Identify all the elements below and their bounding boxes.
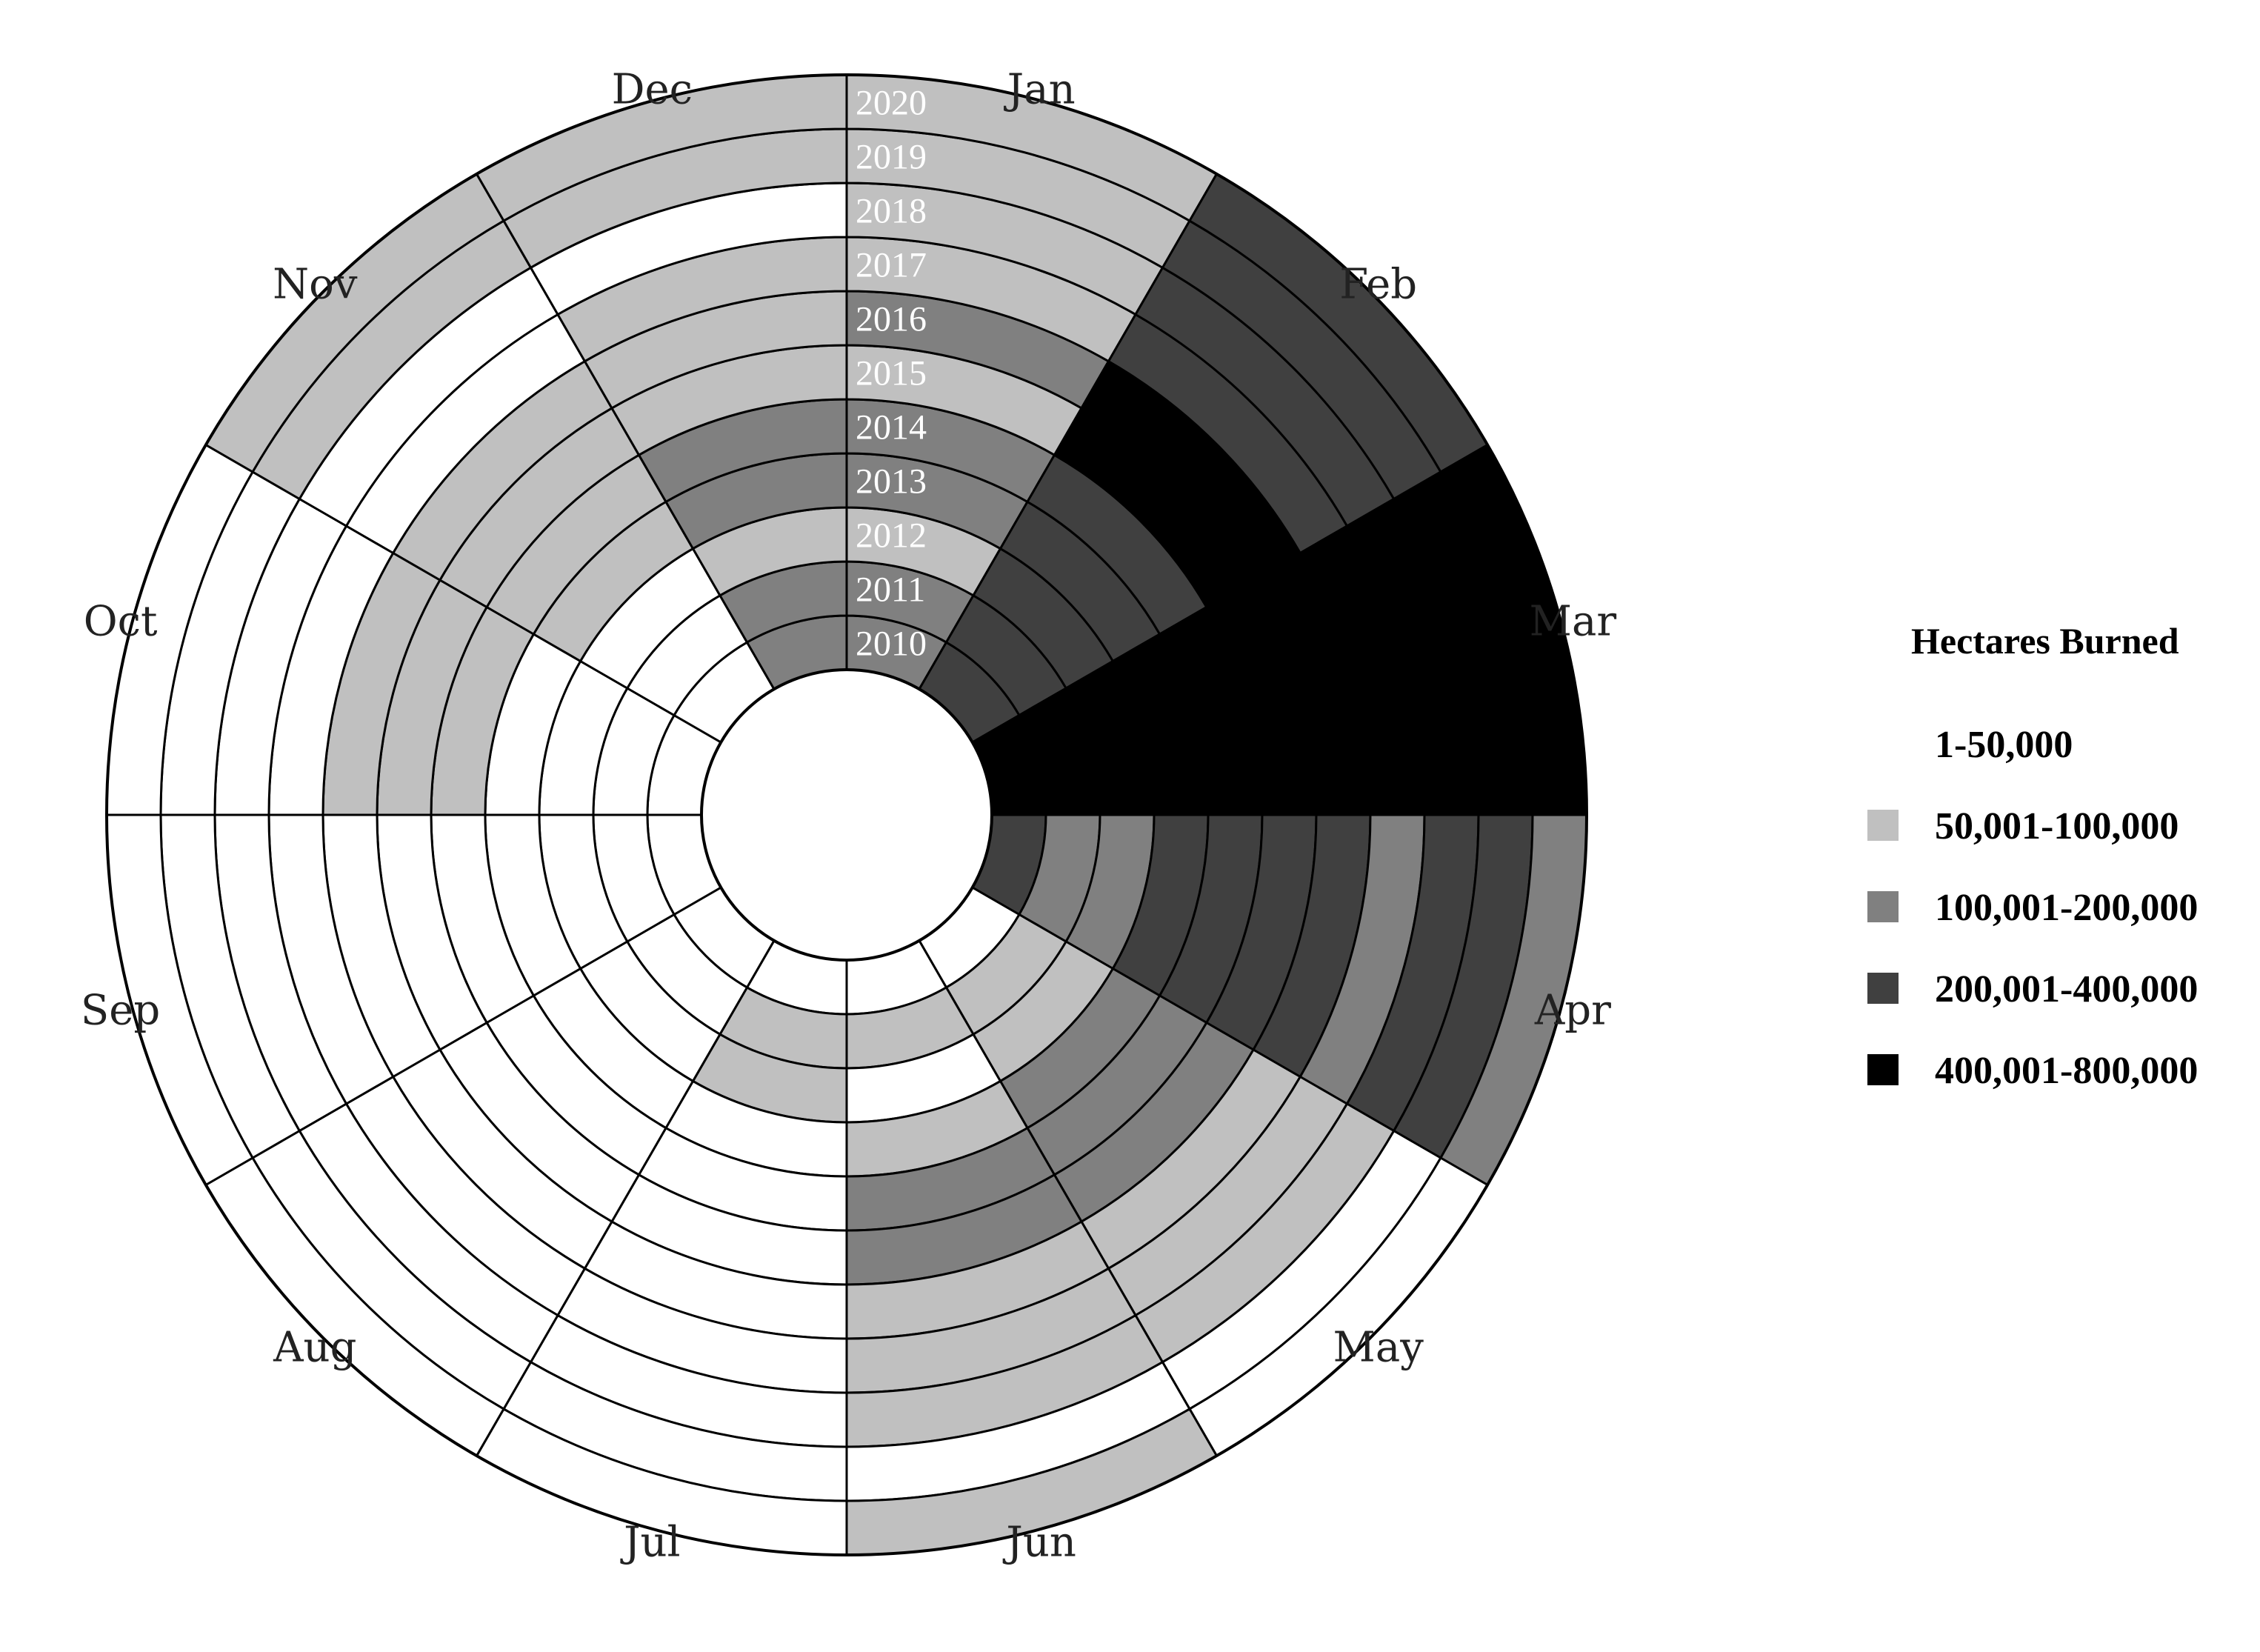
month-label-oct: Oct [84, 597, 158, 645]
year-label-2019: 2019 [856, 138, 927, 177]
month-label-sep: Sep [81, 987, 160, 1035]
year-label-2018: 2018 [856, 192, 927, 231]
legend-label-3: 200,001-400,000 [1935, 968, 2198, 1010]
legend-swatch-3 [1867, 973, 1899, 1004]
legend-label-1: 50,001-100,000 [1935, 805, 2179, 847]
legend: Hectares Burned 1-50,000 50,001-100,000 100… [1867, 620, 2198, 1092]
year-label-2017: 2017 [856, 246, 927, 285]
month-label-mar: Mar [1530, 597, 1617, 645]
month-label-feb: Feb [1339, 260, 1417, 308]
year-label-2012: 2012 [856, 516, 927, 556]
legend-swatch-0 [1867, 728, 1899, 759]
month-labels-group: Jan Feb Mar Apr May Jun Jul Aug Sep Oct Nov Dec [81, 66, 1616, 1567]
year-labels-group: 2010 2011 2012 2013 2014 2015 2016 2017 2018 2019… [856, 84, 927, 664]
legend-label-4: 400,001-800,000 [1935, 1050, 2198, 1092]
year-label-2016: 2016 [856, 300, 927, 339]
legend-label-2: 100,001-200,000 [1935, 887, 2198, 929]
year-label-2010: 2010 [856, 625, 927, 664]
outer-ring [105, 73, 1588, 1556]
month-label-jun: Jun [1002, 1518, 1076, 1566]
month-label-dec: Dec [612, 66, 693, 114]
year-label-2013: 2013 [856, 462, 927, 502]
month-label-aug: Aug [273, 1324, 356, 1372]
month-label-nov: Nov [273, 260, 358, 308]
year-label-2020: 2020 [856, 84, 927, 123]
year-label-2015: 2015 [856, 354, 927, 393]
legend-swatch-1 [1867, 810, 1899, 841]
month-label-apr: Apr [1534, 987, 1611, 1035]
legend-swatch-4 [1867, 1054, 1899, 1085]
year-label-2011: 2011 [856, 570, 925, 610]
center-hole [700, 668, 993, 962]
month-label-may: May [1333, 1324, 1424, 1372]
month-label-jul: Jul [620, 1518, 680, 1566]
legend-label-0: 1-50,000 [1935, 724, 2073, 766]
month-label-jan: Jan [1004, 66, 1076, 114]
legend-swatch-2 [1867, 891, 1899, 922]
year-label-2014: 2014 [856, 408, 927, 447]
legend-title: Hectares Burned [1911, 620, 2179, 662]
cells-group [105, 73, 1588, 1556]
